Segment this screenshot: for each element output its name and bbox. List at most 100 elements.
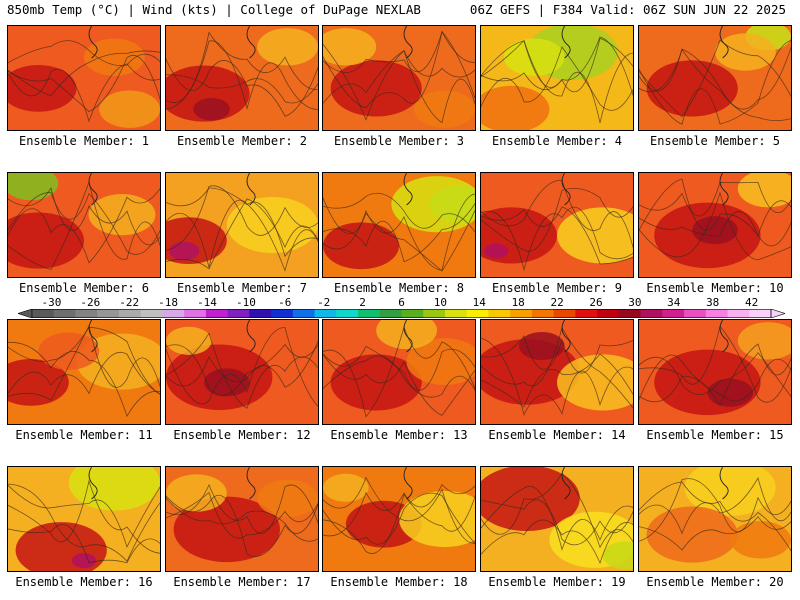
temperature-fill-patch <box>166 326 212 355</box>
height-contour-line <box>639 46 791 110</box>
coastline <box>88 467 98 500</box>
colorbar-swatch <box>249 309 272 318</box>
colorbar-swatch <box>162 309 185 318</box>
coastline <box>561 26 571 59</box>
height-contour-line <box>166 185 318 251</box>
height-contour-line <box>481 499 633 546</box>
temperature-field-map <box>166 173 318 277</box>
ensemble-map-panel <box>322 319 476 425</box>
temperature-fill-patch <box>8 65 77 112</box>
coastline <box>403 26 413 59</box>
height-contour-line <box>481 486 633 551</box>
colorbar-swatch <box>336 309 359 318</box>
height-contour-line <box>323 202 475 263</box>
temperature-fill-patch <box>646 506 738 563</box>
ensemble-member-label: Ensemble Member: 18 <box>330 575 468 589</box>
colorbar-swatch <box>466 309 489 318</box>
colorbar-swatch <box>618 309 642 318</box>
coastline <box>719 26 729 59</box>
temperature-fill-patch <box>323 28 377 66</box>
colorbar-tick-label: 14 <box>472 296 486 309</box>
height-contour-line <box>639 343 791 407</box>
colorbar-tick-label: -18 <box>158 296 179 309</box>
colorbar-tick-label: 22 <box>550 296 564 309</box>
temperature-field-map <box>639 26 791 130</box>
ensemble-map-panel <box>165 25 319 131</box>
temperature-fill-patch <box>68 467 160 511</box>
colorbar-tick-label: -6 <box>278 296 292 309</box>
temperature-field-map <box>166 320 318 424</box>
ensemble-map-panel <box>480 466 634 572</box>
height-contour-line <box>8 192 160 255</box>
ensemble-member-label: Ensemble Member: 1 <box>18 134 150 148</box>
coastline <box>561 320 571 353</box>
temperature-colorbar <box>18 309 785 318</box>
temperature-fill-patch <box>88 194 156 236</box>
temperature-field-map <box>481 467 633 571</box>
height-contour-line <box>639 516 791 551</box>
colorbar-swatch <box>227 309 250 318</box>
colorbar-swatch <box>401 309 424 318</box>
height-contour-line <box>8 524 160 564</box>
header-right-title: 06Z GEFS | F384 Valid: 06Z SUN JUN 22 20… <box>469 2 786 17</box>
ensemble-map-panel <box>7 466 161 572</box>
height-contour-line <box>8 188 160 264</box>
height-contour-line <box>166 491 318 539</box>
height-contour-line <box>639 200 791 238</box>
temperature-fill-patch <box>8 359 69 406</box>
colorbar-swatch <box>531 309 555 318</box>
temperature-fill-patch <box>173 496 280 563</box>
ensemble-member-label: Ensemble Member: 20 <box>646 575 784 589</box>
colorbar-swatch <box>184 309 207 318</box>
height-contour-line <box>8 484 160 548</box>
height-contour-line <box>323 30 475 109</box>
height-contour-line <box>8 55 160 113</box>
ensemble-map-panel <box>638 466 792 572</box>
height-contour-line <box>166 495 318 557</box>
ensemble-map-panel <box>480 172 634 278</box>
colorbar-tick-label: 34 <box>667 296 681 309</box>
height-contour-line <box>639 191 791 261</box>
height-contour-line <box>8 479 160 554</box>
colorbar-outline <box>31 309 772 318</box>
height-contour-line <box>8 180 160 270</box>
colorbar-swatch <box>358 309 381 318</box>
temperature-fill-patch <box>684 467 776 516</box>
ensemble-member-label: Ensemble Member: 16 <box>15 575 153 589</box>
ensemble-member-label: Ensemble Member: 5 <box>649 134 781 148</box>
colorbar-tick-label: 42 <box>744 296 759 309</box>
height-contour-line <box>166 187 318 258</box>
ensemble-map-panel <box>165 172 319 278</box>
height-contour-line <box>166 332 318 409</box>
temperature-fill-patch <box>646 60 738 117</box>
temperature-fill-patch <box>481 85 550 130</box>
coastline <box>719 173 729 206</box>
coastline <box>403 467 413 500</box>
temperature-field-map <box>481 26 633 130</box>
height-contour-line <box>166 31 318 103</box>
height-contour-line <box>166 483 318 534</box>
ensemble-map-panel <box>7 319 161 425</box>
ensemble-member-label: Ensemble Member: 15 <box>646 428 784 442</box>
height-contour-line <box>323 345 475 391</box>
height-contour-line <box>8 483 160 562</box>
ensemble-member-label: Ensemble Member: 9 <box>491 281 623 295</box>
ensemble-member-label: Ensemble Member: 17 <box>173 575 311 589</box>
ensemble-member-label: Ensemble Member: 4 <box>491 134 623 148</box>
temperature-field-map <box>166 467 318 571</box>
height-contour-line <box>639 178 791 247</box>
height-contour-line <box>8 324 160 401</box>
ensemble-map-panel <box>638 319 792 425</box>
height-contour-line <box>323 483 475 537</box>
temperature-field-map <box>166 26 318 130</box>
ensemble-map-panel <box>638 25 792 131</box>
colorbar-tick-label: 38 <box>706 296 720 309</box>
height-contour-line <box>8 352 160 395</box>
coastline <box>88 173 98 206</box>
temperature-fill-patch <box>323 222 399 270</box>
temperature-fill-patch <box>8 173 59 201</box>
ensemble-member-label: Ensemble Member: 3 <box>333 134 465 148</box>
height-contour-line <box>166 497 318 542</box>
height-contour-line <box>481 39 633 123</box>
colorbar-swatch <box>597 309 620 318</box>
